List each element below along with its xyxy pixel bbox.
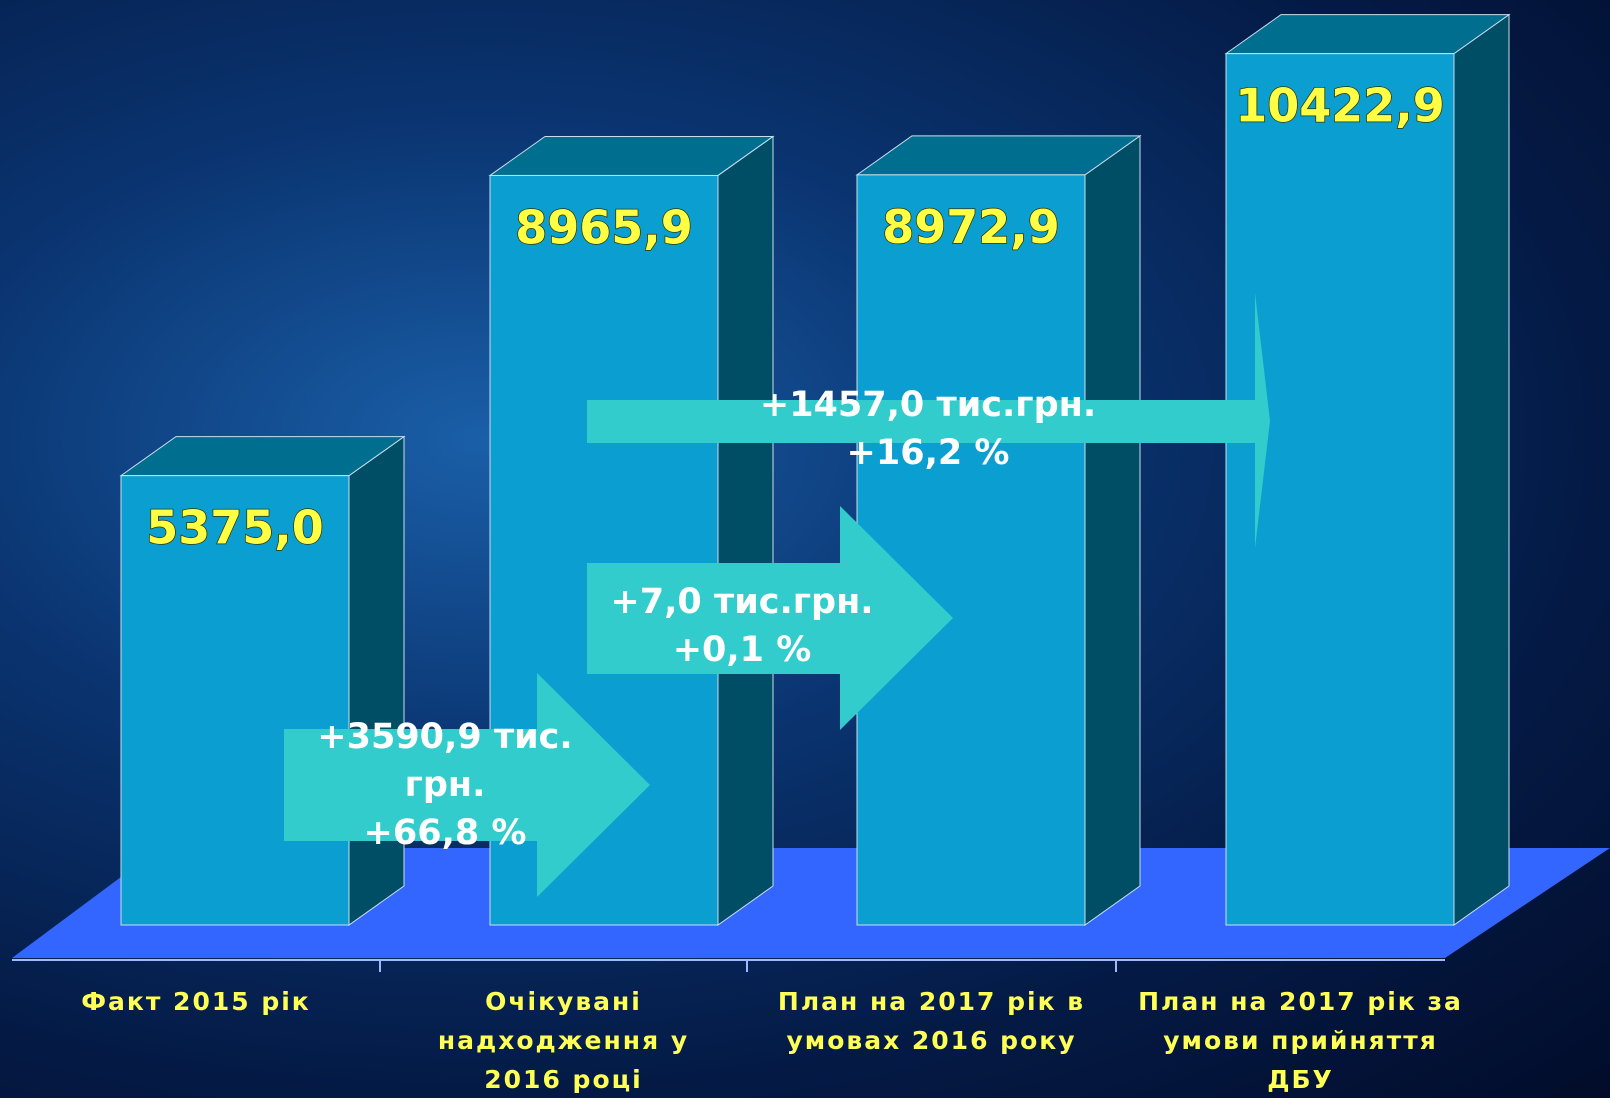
value-label: 8965,9 [515,200,693,254]
annotation: +3590,9 тис. [317,717,572,757]
annotation: +1457,0 тис.грн. [760,385,1096,425]
bar-side [1453,13,1510,926]
arrow [587,293,1270,548]
value-label: 8972,9 [882,200,1060,254]
arrow [587,506,953,730]
value-label: 10422,9 [1235,79,1445,133]
bar [1225,53,1455,926]
x-tick-label: План на 2017 рік в умовах 2016 року [777,987,1086,1055]
x-tick-label: Очікувані надходження у 2016 році [437,987,690,1094]
bar [856,174,1086,926]
annotation: +7,0 тис.грн. [610,582,873,622]
annotation: +16,2 % [847,433,1010,473]
bar-side [717,135,774,926]
arrow [284,673,650,897]
annotation: +0,1 % [673,630,812,670]
floor [12,848,1610,958]
annotation: +66,8 % [364,813,527,853]
value-label: 5375,0 [146,501,324,555]
annotation: грн. [405,765,486,805]
x-tick-label: Факт 2015 рік [81,987,311,1016]
bar-side [1084,134,1141,926]
bar [120,475,350,926]
x-tick-label: План на 2017 рік за умови прийняття ДБУ [1138,987,1463,1094]
